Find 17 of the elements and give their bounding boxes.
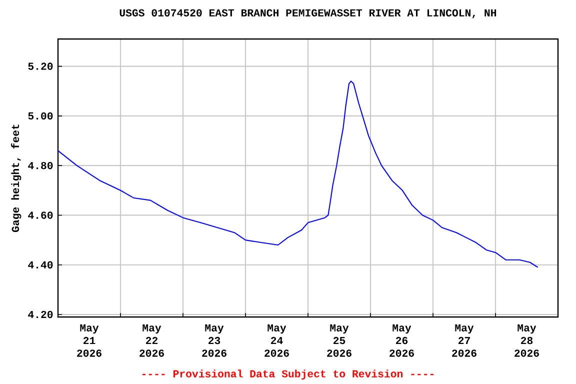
x-tick-label: May 27 2026 bbox=[452, 324, 476, 357]
y-tick-label: 4.80 bbox=[28, 162, 53, 170]
x-tick-label: May 28 2026 bbox=[514, 324, 539, 357]
x-tick-label: May 23 2026 bbox=[202, 324, 226, 357]
x-tick-label: May 24 2026 bbox=[264, 324, 289, 357]
y-tick-label: 5.20 bbox=[28, 62, 53, 70]
y-tick-label: 4.40 bbox=[28, 261, 53, 268]
x-tick-label: May 22 2026 bbox=[140, 324, 164, 357]
chart-title: USGS 01074520 EAST BRANCH PEMIGEWASSET RIVER AT LINCOLN, NH bbox=[120, 9, 496, 18]
y-tick-label: 4.20 bbox=[28, 310, 53, 318]
x-tick-label: May 25 2026 bbox=[327, 324, 352, 357]
y-tick-label: 4.60 bbox=[28, 212, 53, 219]
text: ---- Provisional Data Subject to Revision ---- bbox=[142, 370, 434, 380]
y-tick-label: 5.00 bbox=[28, 112, 53, 120]
x-tick-label: May 21 2026 bbox=[77, 324, 102, 357]
y-axis-title: Gage height, feet bbox=[11, 124, 22, 232]
x-tick-label: May 26 2026 bbox=[390, 324, 414, 357]
